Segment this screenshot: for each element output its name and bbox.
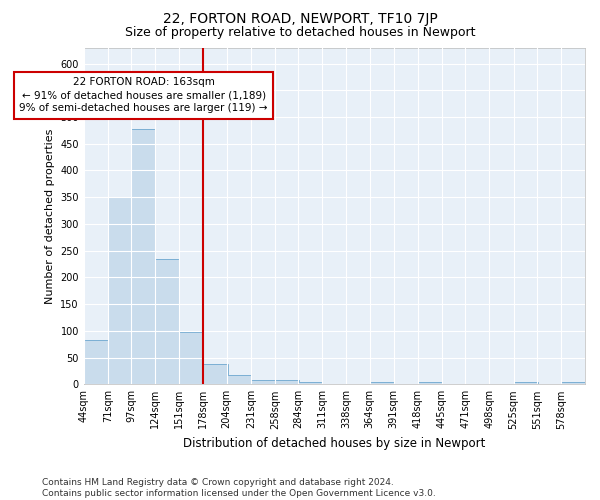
Text: 22, FORTON ROAD, NEWPORT, TF10 7JP: 22, FORTON ROAD, NEWPORT, TF10 7JP: [163, 12, 437, 26]
Bar: [514, 382, 538, 384]
Bar: [155, 259, 179, 384]
Text: Contains HM Land Registry data © Crown copyright and database right 2024.
Contai: Contains HM Land Registry data © Crown c…: [42, 478, 436, 498]
Text: Size of property relative to detached houses in Newport: Size of property relative to detached ho…: [125, 26, 475, 39]
X-axis label: Distribution of detached houses by size in Newport: Distribution of detached houses by size …: [183, 437, 485, 450]
Bar: [179, 332, 203, 384]
Text: 22 FORTON ROAD: 163sqm
← 91% of detached houses are smaller (1,189)
9% of semi-d: 22 FORTON ROAD: 163sqm ← 91% of detached…: [19, 77, 268, 114]
Bar: [84, 340, 108, 384]
Bar: [131, 129, 155, 384]
Bar: [275, 380, 299, 384]
Bar: [108, 197, 132, 384]
Bar: [227, 374, 251, 384]
Bar: [370, 382, 394, 384]
Bar: [418, 382, 442, 384]
Bar: [251, 380, 275, 384]
Bar: [203, 364, 227, 384]
Y-axis label: Number of detached properties: Number of detached properties: [44, 128, 55, 304]
Bar: [561, 382, 585, 384]
Bar: [298, 382, 322, 384]
